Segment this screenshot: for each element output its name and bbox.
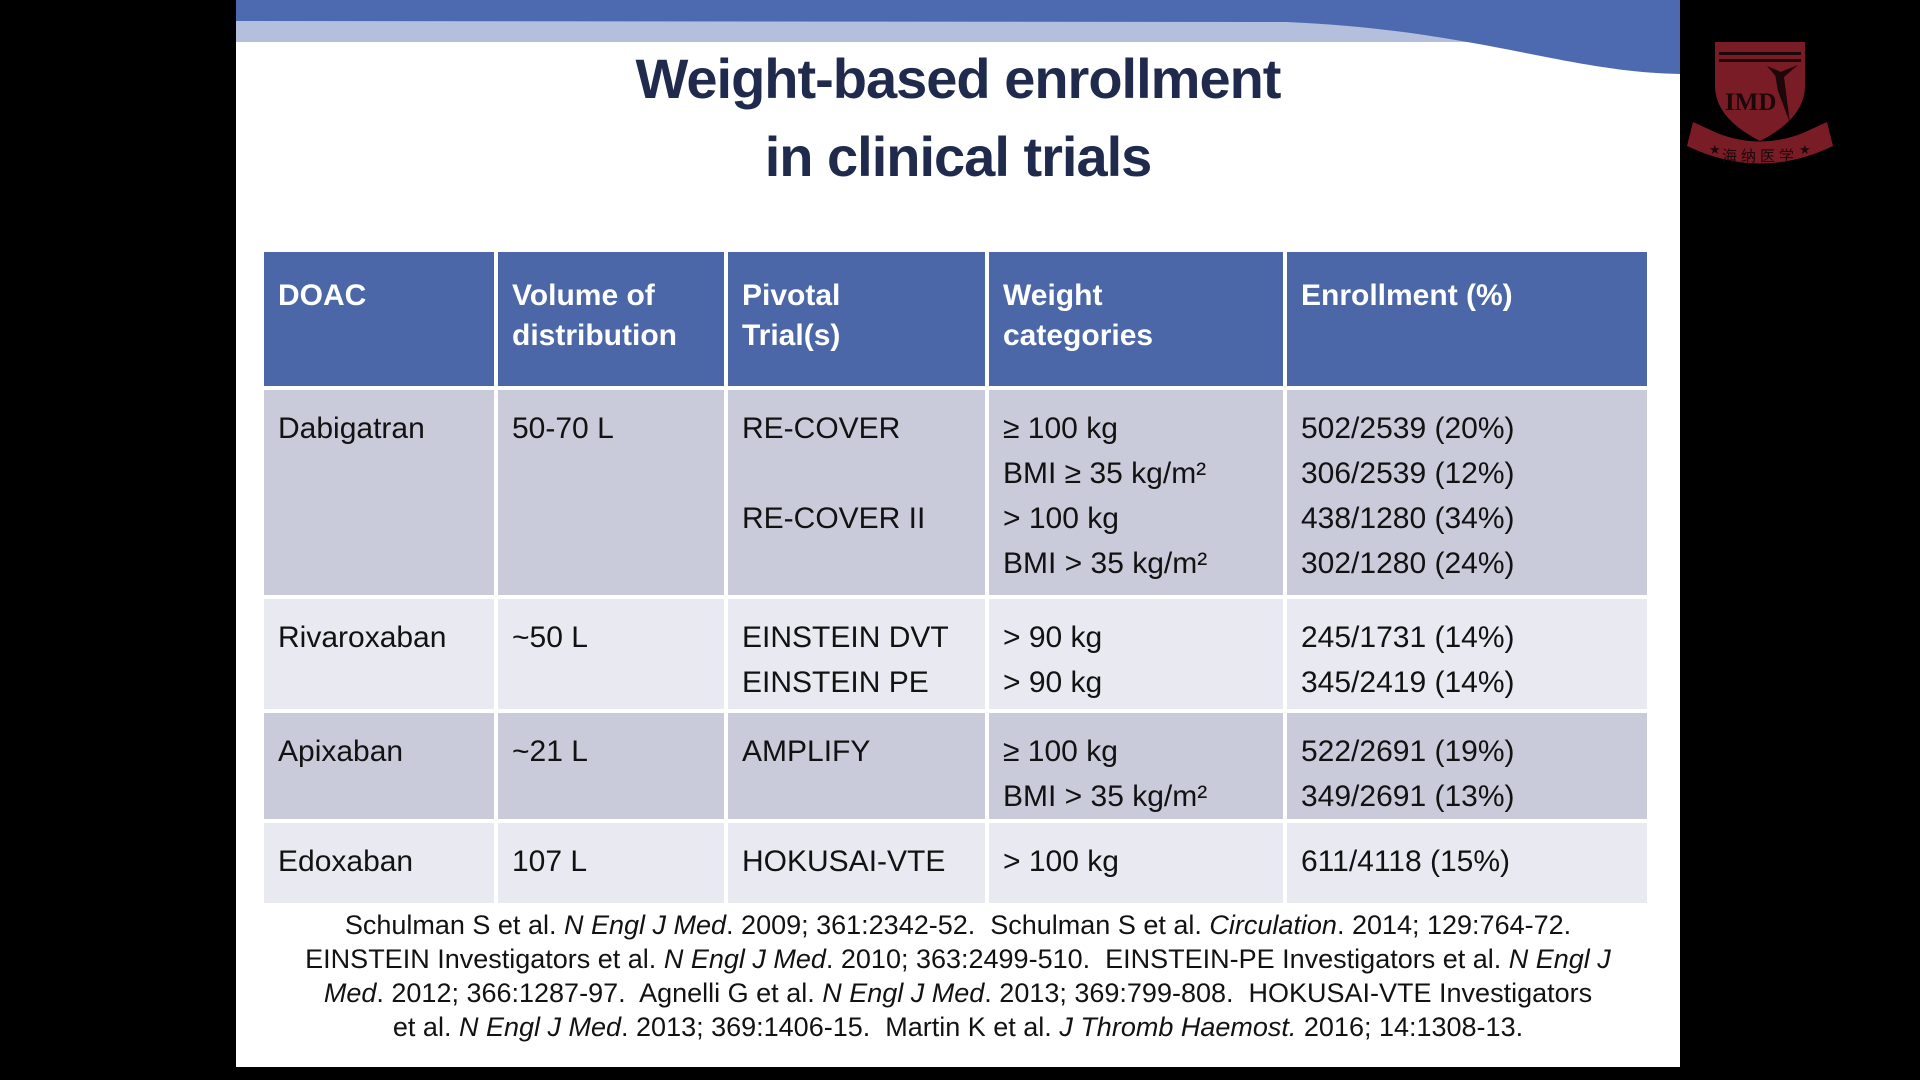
citation-journal: N Engl J Med [458, 1012, 622, 1042]
header-doac: DOAC [264, 252, 494, 386]
citation-text: . 2014; 129:764-72. [1336, 910, 1572, 940]
header-volume: Volume of distribution [498, 252, 724, 386]
citation-line-4: et al. N Engl J Med. 2013; 369:1406-15. … [262, 1010, 1654, 1044]
cell-weights-row2: ≥ 100 kg BMI > 35 kg/m² [989, 713, 1283, 819]
logo-ribbon [1687, 122, 1833, 164]
cell-weights-row1: > 90 kg > 90 kg [989, 599, 1283, 709]
logo-star-left: ★ [1709, 142, 1721, 157]
cell-trials-row1: EINSTEIN DVT EINSTEIN PE [728, 599, 985, 709]
logo-bird-icon [1775, 65, 1798, 123]
cell-doac-row1: Rivaroxaban [264, 599, 494, 709]
cell-enrollment-row0: 502/2539 (20%) 306/2539 (12%) 438/1280 (… [1287, 390, 1647, 595]
logo-shield [1715, 42, 1805, 141]
header-trials: Pivotal Trial(s) [728, 252, 985, 386]
citation-text: et al. [392, 1012, 459, 1042]
citation-text: . 2013; 369:1406-15. Martin K et al. [621, 1012, 1060, 1042]
citation-text: EINSTEIN Investigators et al. [305, 944, 664, 974]
logo-star-right: ★ [1799, 142, 1811, 157]
logo-chinese-text: 海纳医学 [1722, 148, 1798, 165]
citation-journal: N Engl J [1508, 944, 1611, 974]
citation-journal: N Engl J Med [563, 910, 727, 940]
cell-weights-row0: ≥ 100 kg BMI ≥ 35 kg/m² > 100 kg BMI > 3… [989, 390, 1283, 595]
slide-title: Weight-based enrollment in clinical tria… [236, 40, 1680, 196]
title-line-1: Weight-based enrollment [635, 47, 1282, 110]
citation-line-2: EINSTEIN Investigators et al. N Engl J M… [262, 942, 1654, 976]
cell-doac-row0: Dabigatran [264, 390, 494, 595]
citation-text: . 2009; 361:2342-52. Schulman S et al. [726, 910, 1210, 940]
cell-weights-row3: > 100 kg [989, 823, 1283, 903]
cell-enrollment-row1: 245/1731 (14%) 345/2419 (14%) [1287, 599, 1647, 709]
citation-text: Schulman S et al. [344, 910, 564, 940]
cell-enrollment-row2: 522/2691 (19%) 349/2691 (13%) [1287, 713, 1647, 819]
banner-dark-wave [236, 0, 1680, 74]
cell-volume-row3: 107 L [498, 823, 724, 903]
citation-text: . 2013; 369:799-808. HOKUSAI-VTE Investi… [984, 978, 1593, 1008]
citation-line-3: Med. 2012; 366:1287-97. Agnelli G et al.… [262, 976, 1654, 1010]
banner-light-stripe [236, 20, 1680, 42]
citation-text: . 2010; 363:2499-510. EINSTEIN-PE Invest… [825, 944, 1509, 974]
slide: Weight-based enrollment in clinical tria… [236, 0, 1680, 1067]
cell-doac-row3: Edoxaban [264, 823, 494, 903]
citations-block: Schulman S et al. N Engl J Med. 2009; 36… [262, 908, 1654, 1044]
imd-logo: IMD ★ ★ 海纳医学 [1687, 42, 1833, 165]
title-line-2: in clinical trials [764, 125, 1153, 188]
logo-shield-stripe [1719, 52, 1801, 55]
cell-doac-row2: Apixaban [264, 713, 494, 819]
citation-journal: N Engl J Med [822, 978, 985, 1008]
logo-bird-wing [1767, 66, 1781, 80]
top-banner-decoration [236, 0, 1680, 74]
cell-volume-row2: ~21 L [498, 713, 724, 819]
citation-journal: Med [323, 978, 377, 1008]
citation-line-1: Schulman S et al. N Engl J Med. 2009; 36… [262, 908, 1654, 942]
logo-acronym: IMD [1725, 89, 1776, 116]
enrollment-table: DOAC Volume of distribution Pivotal Trial(… [264, 252, 1647, 903]
citation-journal: J Thromb Haemost. [1059, 1012, 1297, 1042]
cell-volume-row1: ~50 L [498, 599, 724, 709]
cell-trials-row2: AMPLIFY [728, 713, 985, 819]
citation-journal: Circulation [1209, 910, 1337, 940]
citation-text: 2016; 14:1308-13. [1296, 1012, 1524, 1042]
cell-trials-row0: RE-COVER RE-COVER II [728, 390, 985, 595]
citation-journal: N Engl J Med [663, 944, 826, 974]
citation-text: . 2012; 366:1287-97. Agnelli G et al. [376, 978, 823, 1008]
cell-trials-row3: HOKUSAI-VTE [728, 823, 985, 903]
cell-enrollment-row3: 611/4118 (15%) [1287, 823, 1647, 903]
logo-shield-stripe [1719, 59, 1801, 62]
cell-volume-row0: 50-70 L [498, 390, 724, 595]
header-weights: Weight categories [989, 252, 1283, 386]
header-enrollment: Enrollment (%) [1287, 252, 1647, 386]
